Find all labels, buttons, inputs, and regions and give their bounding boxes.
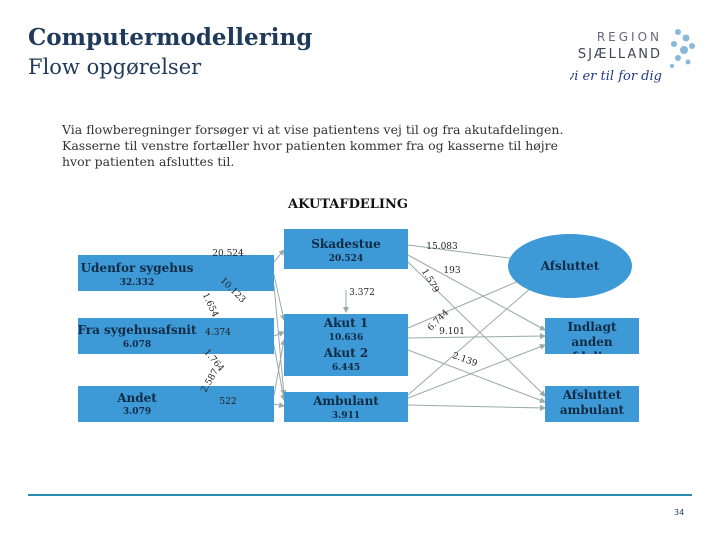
edge-label: 3.372 <box>349 288 375 298</box>
node-label: Udenfor sygehus <box>81 261 194 275</box>
node-box <box>284 314 408 376</box>
node-value: 3.911 <box>332 411 360 421</box>
node-box <box>284 392 408 422</box>
node-box <box>78 318 274 354</box>
node-label: Akut 2 <box>323 346 368 360</box>
edge-label: 9.101 <box>439 327 465 337</box>
node-box <box>284 229 408 269</box>
node-value: 6.445 <box>332 363 360 373</box>
node-label: Indlagt anden afdeling <box>564 320 619 354</box>
intro-text: Via flowberegninger forsøger vi at vise … <box>62 122 564 169</box>
logo-tagline: - vi er til for dig <box>570 69 662 84</box>
node-value: 10.636 <box>329 333 363 343</box>
node-value: 6.078 <box>123 340 151 350</box>
slide-title: Computermodellering <box>28 24 313 51</box>
edge-label: 1.654 <box>200 291 220 319</box>
node-label: Afsluttet <box>540 259 600 273</box>
node-label: Fra sygehusafsnit <box>77 323 197 337</box>
edge-label: 20.524 <box>212 249 244 259</box>
node-value: 3.079 <box>123 407 151 417</box>
edge-label: 4.374 <box>205 328 231 338</box>
node-box <box>78 255 274 291</box>
logo: REGION SJÆLLAND - vi er til for dig <box>570 29 695 84</box>
page-number: 34 <box>674 508 685 517</box>
node-label: Ambulant <box>312 394 379 408</box>
node-label: Andet <box>116 391 157 405</box>
node-label: Skadestue <box>311 237 381 251</box>
diagram-title: AKUTAFDELING <box>287 197 408 212</box>
node-label: Akut 1 <box>323 316 368 330</box>
logo-line2: SJÆLLAND <box>578 47 662 62</box>
node-ellipse <box>508 234 632 298</box>
logo-dots <box>670 29 695 68</box>
edge-label: 522 <box>219 397 236 407</box>
node-box <box>78 386 274 422</box>
node-label-wrap: Afsluttet ambulant <box>559 388 625 417</box>
footer-rule <box>28 494 692 496</box>
node-box <box>545 386 639 422</box>
edge-label: 193 <box>443 266 460 276</box>
node-label: Afsluttet ambulant <box>559 388 625 417</box>
node-value: 32.332 <box>120 278 154 288</box>
edge-label: 2.139 <box>451 351 479 369</box>
node-label-wrap: Indlagt anden afdeling <box>564 320 619 354</box>
logo-line1: REGION <box>597 30 662 44</box>
node-value: 20.524 <box>329 254 363 264</box>
edge-label: 15.083 <box>426 242 458 252</box>
node-box <box>545 318 639 354</box>
flow-diagram: AKUTAFDELING Udenfor sygehus 32.332 Fra … <box>77 197 639 422</box>
slide-subtitle: Flow opgørelser <box>28 55 202 79</box>
